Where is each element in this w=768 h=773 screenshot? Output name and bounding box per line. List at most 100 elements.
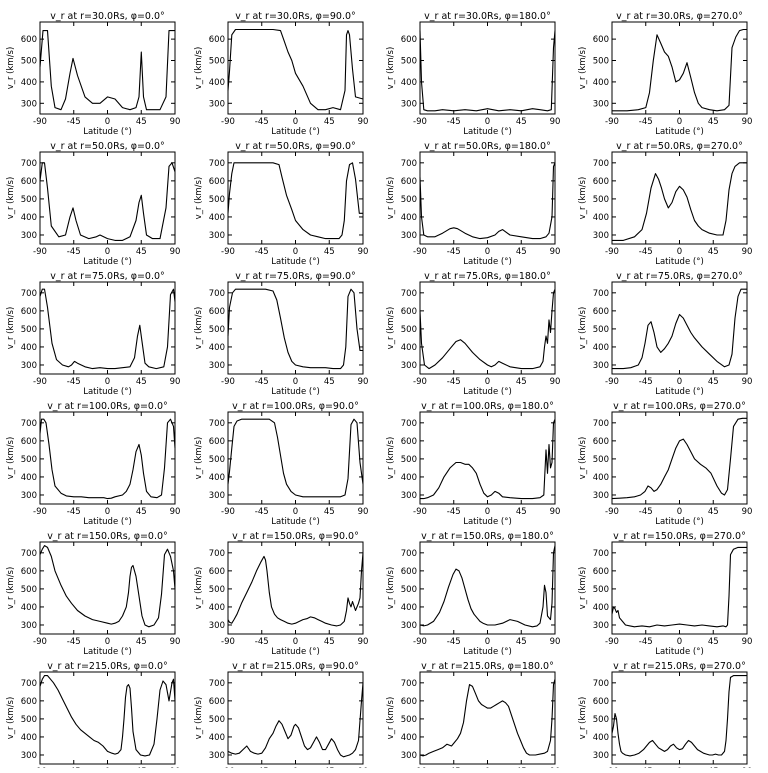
x-tick-label: 45 [708,637,719,647]
y-tick-label: 300 [209,751,225,761]
series-line [612,162,747,241]
chart-panel: v_r at r=215.0Rs, φ=270.0°-90-4504590300… [578,661,752,773]
y-tick-label: 300 [209,231,225,241]
y-tick-label: 600 [401,437,417,447]
y-tick-label: 600 [21,567,37,577]
y-tick-label: 400 [593,733,609,743]
panel-title: v_r at r=100.0Rs, φ=0.0° [47,401,168,412]
x-tick-label: 90 [742,117,753,127]
series-line [227,288,363,370]
y-tick-label: 500 [21,57,37,67]
x-tick-label: -90 [605,637,619,647]
series-line [419,288,556,370]
chart-panel: v_r at r=30.0Rs, φ=180.0° -90 -45 0 45 90 300 4… [386,11,560,137]
series-line [227,552,364,627]
x-tick-label: 0 [293,117,298,127]
series-line [611,417,747,500]
y-tick-label: 400 [593,473,609,483]
panel-title: v_r at r=30.0Rs, φ=180.0° [424,11,551,22]
panel-title: v_r at r=215.0Rs, φ=90.0° [232,661,359,672]
series-line [419,30,556,112]
chart-panel: v_r at r=50.0Rs, φ=0.0° -90 -45 0 45 90 300 400… [6,141,180,267]
chart-panel: v_r at r=30.0Rs, φ=90.0° -90 -45 0 45 90 300 40… [194,11,368,137]
y-tick-label: 600 [209,437,225,447]
x-tick-label: 90 [742,377,753,387]
y-tick-label: 300 [209,621,225,631]
y-tick-label: 600 [209,697,225,707]
y-axis-label: v_r (km/s) [578,697,588,740]
y-tick-label: 600 [593,35,609,45]
x-axis-label: Latitude (°) [463,257,512,267]
x-tick-label: 90 [170,117,181,127]
y-tick-label: 300 [401,751,417,761]
chart-panel: v_r at r=215.0Rs, φ=180.0°-90-4504590300… [386,661,560,773]
x-tick-label: 0 [677,637,682,647]
y-axis-label: v_r (km/s) [194,437,204,480]
x-tick-label: 90 [358,507,369,517]
y-tick-label: 500 [593,585,609,595]
x-tick-label: -45 [67,117,81,127]
x-tick-label: -45 [67,247,81,257]
x-tick-label: -45 [639,247,653,257]
y-tick-label: 400 [209,473,225,483]
panel-title: v_r at r=100.0Rs, φ=90.0° [232,401,359,412]
chart-panel: v_r at r=50.0Rs, φ=270.0° -90 -45 0 45 90 300 4… [578,141,752,267]
y-tick-label: 300 [401,361,417,371]
panel-title: v_r at r=100.0Rs, φ=180.0° [421,401,554,412]
x-axis-label: Latitude (°) [463,517,512,527]
y-tick-label: 600 [209,35,225,45]
x-tick-label: 90 [358,637,369,647]
x-tick-label: 45 [324,117,335,127]
plot-frame [39,281,176,375]
y-tick-label: 700 [593,549,609,559]
x-tick-label: -90 [221,637,235,647]
x-tick-label: -45 [447,247,461,257]
x-tick-label: -90 [33,637,47,647]
series-line [39,30,175,111]
x-tick-label: -90 [33,377,47,387]
y-tick-label: 400 [593,78,609,88]
x-tick-label: 90 [170,637,181,647]
y-tick-label: 400 [209,213,225,223]
y-tick-label: 300 [401,621,417,631]
x-tick-label: -90 [413,247,427,257]
plot-frame [611,21,748,115]
series-line [611,546,747,628]
x-axis-label: Latitude (°) [463,387,512,397]
x-tick-label: -90 [221,377,235,387]
x-tick-label: -90 [221,117,235,127]
y-tick-label: 300 [21,621,37,631]
x-tick-label: -90 [33,117,47,127]
plot-frame [611,671,748,765]
y-tick-label: 700 [21,679,37,689]
x-tick-label: -90 [413,117,427,127]
series-line [39,545,176,628]
x-tick-label: 0 [105,247,110,257]
x-axis-label: Latitude (°) [271,257,320,267]
y-tick-label: 400 [401,213,417,223]
x-tick-label: 0 [485,117,490,127]
y-tick-label: 400 [593,213,609,223]
y-axis-label: v_r (km/s) [578,307,588,350]
plot-frame [611,281,748,375]
y-axis-label: v_r (km/s) [386,567,396,610]
y-tick-label: 500 [401,585,417,595]
x-tick-label: -45 [639,507,653,517]
x-tick-label: -45 [255,637,269,647]
y-tick-label: 600 [209,567,225,577]
x-tick-label: 90 [358,117,369,127]
x-tick-label: 90 [550,117,561,127]
x-tick-label: 0 [105,377,110,387]
chart-panel: v_r at r=215.0Rs, φ=90.0°-90-45045903004… [194,661,368,773]
y-tick-label: 400 [401,733,417,743]
panel-title: v_r at r=50.0Rs, φ=270.0° [616,141,743,152]
plot-frame [611,151,748,245]
y-tick-label: 600 [209,177,225,187]
y-tick-label: 500 [593,57,609,67]
y-tick-label: 500 [593,715,609,725]
plot-frame [227,541,364,635]
series-line [419,679,556,757]
y-tick-label: 400 [401,78,417,88]
